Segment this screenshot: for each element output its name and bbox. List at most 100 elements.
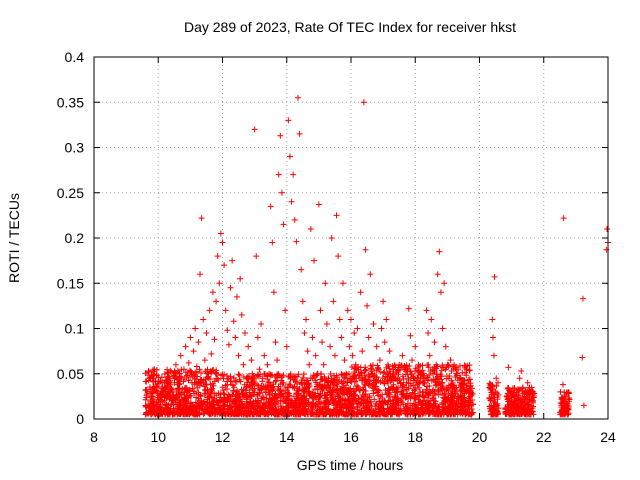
band-point <box>220 408 227 415</box>
band-point <box>521 410 528 417</box>
data-point <box>489 316 496 323</box>
data-point <box>399 352 406 359</box>
band-point <box>444 405 451 412</box>
band-point <box>333 372 340 379</box>
band-point <box>423 401 430 408</box>
band-point <box>183 384 190 391</box>
data-point <box>235 352 242 359</box>
band-point <box>272 407 279 414</box>
band-point <box>463 372 470 379</box>
band-point <box>429 408 436 415</box>
data-point <box>188 379 195 386</box>
band-point <box>411 390 418 397</box>
data-point <box>190 348 197 355</box>
band-point <box>171 368 178 375</box>
data-point <box>434 271 441 278</box>
band-point <box>254 392 261 399</box>
band-point <box>186 387 193 394</box>
band-point <box>214 375 221 382</box>
data-point <box>296 130 303 137</box>
band-point <box>193 394 200 401</box>
band-point <box>335 410 342 417</box>
data-point <box>489 334 496 341</box>
band-point <box>302 386 309 393</box>
band-point <box>361 397 368 404</box>
band-point <box>417 375 424 382</box>
band-point <box>238 386 245 393</box>
band-point <box>210 397 217 404</box>
band-point <box>502 405 509 412</box>
band-point <box>197 369 204 376</box>
data-point <box>429 370 436 377</box>
band-point <box>162 411 169 418</box>
data-point <box>521 393 528 400</box>
band-point <box>330 399 337 406</box>
band-point <box>320 410 327 417</box>
data-point <box>319 339 326 346</box>
band-point <box>197 393 204 400</box>
band-point <box>308 411 315 418</box>
band-point <box>357 369 364 376</box>
band-point <box>305 403 312 410</box>
band-point <box>448 397 455 404</box>
band-point <box>323 394 330 401</box>
data-point <box>301 330 308 337</box>
data-point <box>397 379 404 386</box>
band-point <box>185 400 192 407</box>
data-point <box>396 361 403 368</box>
band-point <box>287 374 294 381</box>
band-point <box>289 407 296 414</box>
y-axis-label: ROTI / TECUs <box>6 193 22 283</box>
band-point <box>362 382 369 389</box>
band-point <box>443 407 450 414</box>
band-point <box>407 402 414 409</box>
data-point <box>317 307 324 314</box>
band-point <box>376 398 383 405</box>
data-point <box>354 325 361 332</box>
band-point <box>280 379 287 386</box>
band-point <box>342 410 349 417</box>
band-point <box>277 387 284 394</box>
band-point <box>177 402 184 409</box>
data-point <box>278 189 285 196</box>
band-point <box>230 410 237 417</box>
data-point <box>383 316 390 323</box>
band-point <box>293 379 300 386</box>
band-point <box>161 371 168 378</box>
band-point <box>242 387 249 394</box>
data-point <box>410 375 417 382</box>
band-point <box>275 406 282 413</box>
band-point <box>333 381 340 388</box>
data-point <box>341 357 348 364</box>
band-point <box>434 374 441 381</box>
band-point <box>171 409 178 416</box>
band-point <box>358 410 365 417</box>
band-point <box>402 410 409 417</box>
band-point <box>466 367 473 374</box>
band-point <box>367 408 374 415</box>
band-point <box>486 380 493 387</box>
band-point <box>432 392 439 399</box>
band-point <box>344 371 351 378</box>
data-point <box>323 320 330 327</box>
band-point <box>254 381 261 388</box>
band-point <box>175 410 182 417</box>
band-point <box>495 405 502 412</box>
band-point <box>408 374 415 381</box>
data-point <box>283 343 290 350</box>
x-axis-label: GPS time / hours <box>297 457 404 473</box>
data-point <box>560 381 567 388</box>
band-point <box>465 376 472 383</box>
band-point <box>179 406 186 413</box>
band-point <box>297 402 304 409</box>
band-point <box>217 372 224 379</box>
data-point <box>200 316 207 323</box>
band-point <box>437 411 444 418</box>
data-point <box>156 403 163 410</box>
band-point <box>209 407 216 414</box>
data-point <box>381 339 388 346</box>
band-point <box>362 410 369 417</box>
band-point <box>143 394 150 401</box>
band-point <box>488 410 495 417</box>
data-point <box>240 361 247 368</box>
